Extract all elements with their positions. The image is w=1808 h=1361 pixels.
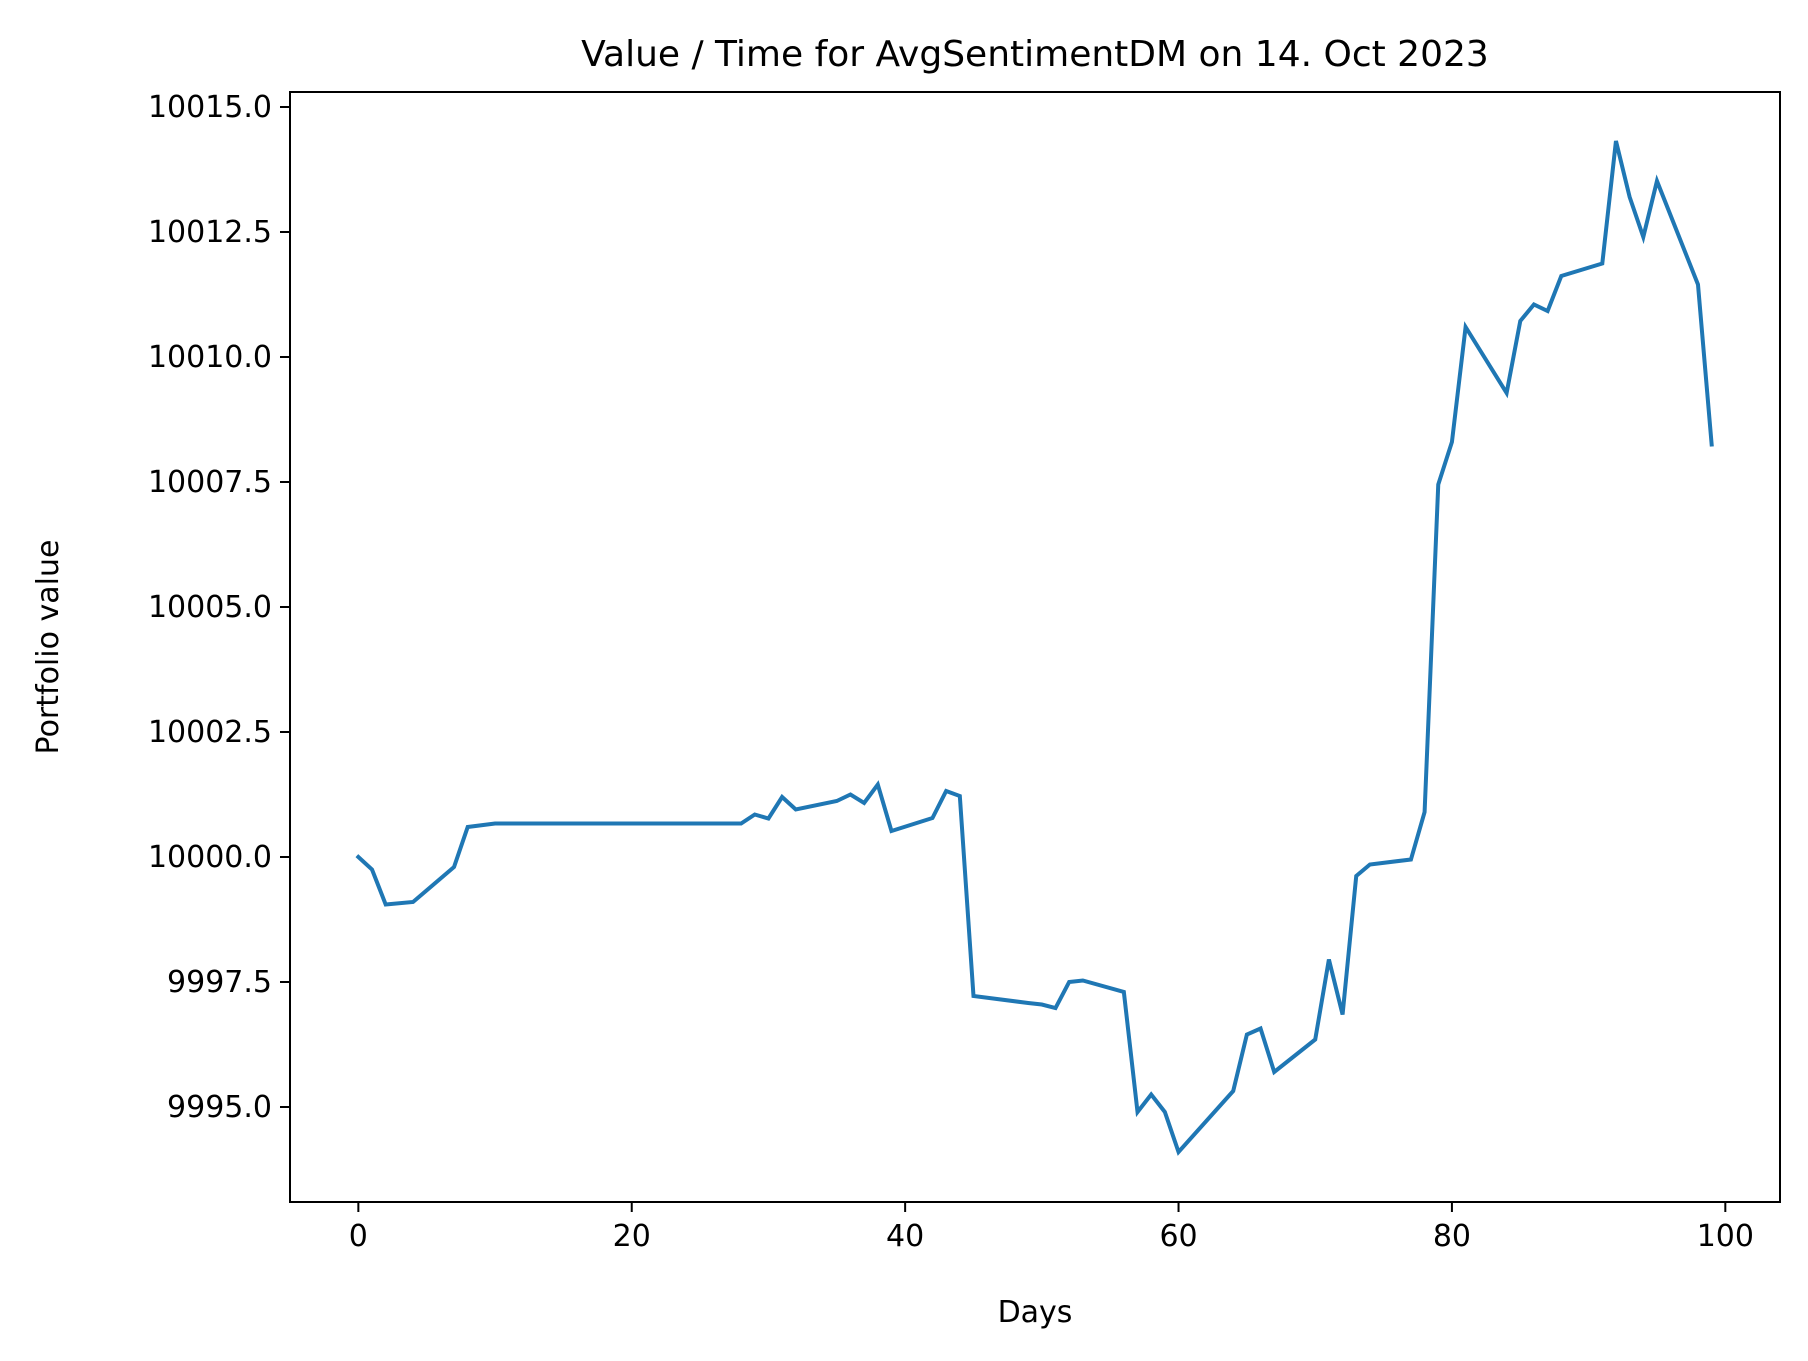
data-point: [1559, 274, 1563, 278]
y-axis-title: Portfolio value: [31, 540, 66, 755]
data-point: [1026, 1001, 1030, 1005]
data-point: [1423, 810, 1427, 814]
data-point: [1614, 139, 1618, 143]
data-point: [876, 783, 880, 787]
data-point: [1040, 1003, 1044, 1007]
y-tick-label: 9997.5: [167, 965, 272, 1000]
y-tick-label: 10015.0: [148, 90, 272, 125]
data-point: [466, 825, 470, 829]
data-point: [1081, 979, 1085, 983]
y-axis: 9995.0 9997.5 10000.0 10002.5 10005.0 10007.5…: [148, 90, 290, 1125]
data-point: [1436, 483, 1440, 487]
data-point: [1177, 1150, 1181, 1154]
x-axis-title: Days: [998, 1295, 1073, 1330]
x-tick-label: 20: [613, 1219, 651, 1254]
data-point: [370, 868, 374, 872]
data-point: [411, 900, 415, 904]
plot-frame: [289, 91, 1781, 1203]
data-point: [971, 994, 975, 998]
data-point: [1518, 319, 1522, 323]
data-point: [1546, 309, 1550, 313]
data-point: [944, 789, 948, 793]
data-point: [1710, 443, 1714, 447]
data-point: [1067, 980, 1071, 984]
data-point: [1341, 1013, 1345, 1017]
x-tick-label: 40: [886, 1219, 924, 1254]
data-point: [1054, 1006, 1058, 1010]
x-axis: 0 20 40 60 80 100: [349, 1202, 1754, 1254]
data-point: [1628, 195, 1632, 199]
series-line: [355, 140, 1714, 1156]
plot-area: [355, 139, 1714, 1156]
data-point: [889, 829, 893, 833]
data-point: [1409, 858, 1413, 862]
data-point: [1149, 1093, 1153, 1097]
data-point: [1245, 1033, 1249, 1037]
data-point: [1464, 325, 1468, 329]
data-point: [384, 903, 388, 907]
data-point: [1354, 874, 1358, 878]
data-point: [1327, 958, 1331, 962]
data-point: [766, 817, 770, 821]
x-tick-label: 60: [1159, 1219, 1197, 1254]
data-point: [1272, 1070, 1276, 1074]
y-tick-label: 10007.5: [148, 465, 272, 500]
data-point: [848, 793, 852, 797]
data-point: [1368, 863, 1372, 867]
data-point: [1696, 283, 1700, 287]
data-point: [1532, 303, 1536, 307]
data-point: [1600, 262, 1604, 266]
data-point: [1655, 179, 1659, 183]
x-tick-label: 80: [1433, 1219, 1471, 1254]
data-point: [1450, 440, 1454, 444]
data-point: [356, 855, 360, 859]
data-point: [1231, 1089, 1235, 1093]
data-point: [835, 799, 839, 803]
y-tick-label: 10000.0: [148, 840, 272, 875]
data-point: [1641, 235, 1645, 239]
y-tick-label: 10012.5: [148, 215, 272, 250]
data-point: [794, 808, 798, 812]
data-point: [1136, 1110, 1140, 1114]
x-tick-label: 100: [1697, 1219, 1754, 1254]
data-point: [862, 801, 866, 805]
data-point: [1122, 990, 1126, 994]
x-tick-label: 0: [349, 1219, 368, 1254]
data-point: [780, 795, 784, 799]
data-point: [1505, 391, 1509, 395]
data-point: [493, 822, 497, 826]
data-point: [739, 822, 743, 826]
y-tick-label: 9995.0: [167, 1090, 272, 1125]
data-point: [958, 794, 962, 798]
y-tick-label: 10010.0: [148, 340, 272, 375]
chart-title: Value / Time for AvgSentimentDM on 14. O…: [581, 34, 1489, 75]
y-tick-label: 10002.5: [148, 715, 272, 750]
data-point: [1313, 1038, 1317, 1042]
data-point: [753, 813, 757, 817]
data-point: [930, 816, 934, 820]
data-point: [1259, 1027, 1263, 1031]
data-point: [452, 865, 456, 869]
data-point: [1163, 1110, 1167, 1114]
y-tick-label: 10005.0: [148, 590, 272, 625]
